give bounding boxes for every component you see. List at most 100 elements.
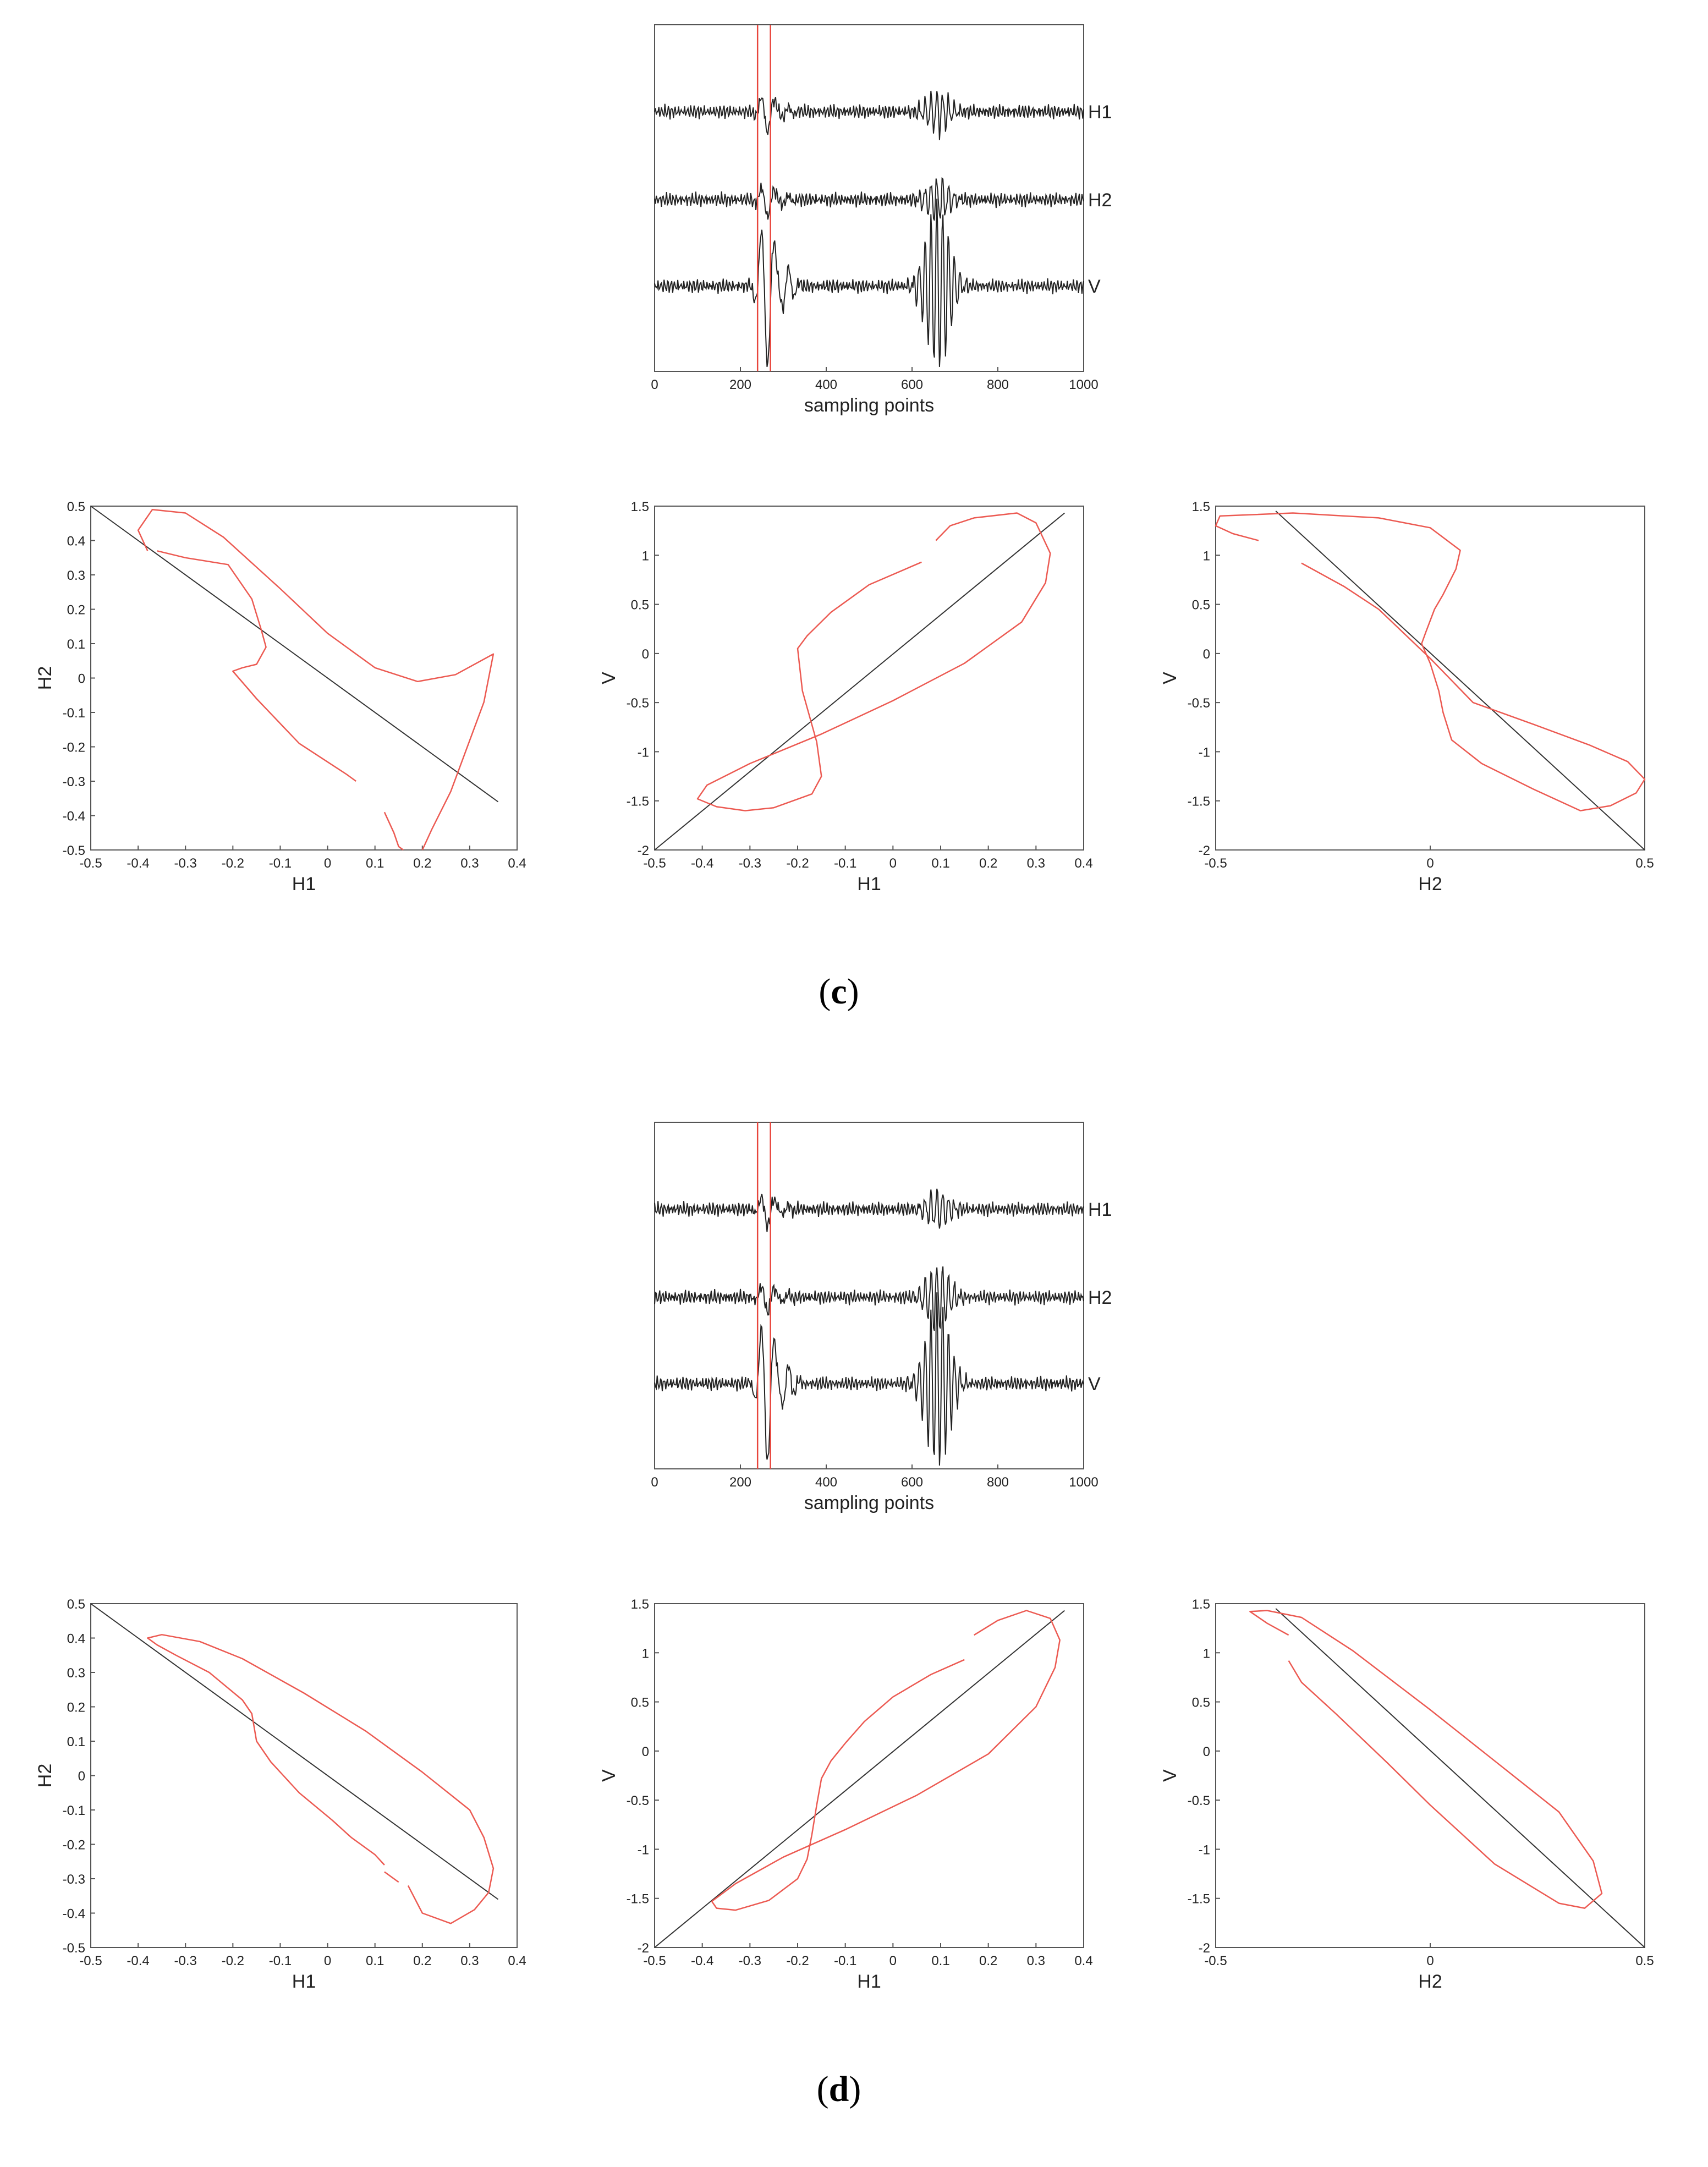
trace-v <box>654 199 1084 367</box>
y-tick-label: 1.5 <box>631 500 649 514</box>
y-tick-label: 0 <box>78 1769 85 1784</box>
x-tick-label: 0.2 <box>979 1954 997 1968</box>
particle-motion-c-h2-v: -0.5 0 0.5 1.5 1 0.5 0 -0.5 -1 -1.5 -2 H2 V <box>1160 500 1654 895</box>
x-tick-label: 0.1 <box>931 1954 949 1968</box>
caption-d: (d) <box>816 2069 861 2109</box>
x-tick-label: 0 <box>1426 1954 1434 1968</box>
y-tick-label: 0 <box>1203 647 1210 662</box>
y-tick-label: -1.5 <box>627 1892 649 1907</box>
x-tick-label: -0.5 <box>643 1954 666 1968</box>
y-tick-label: -0.5 <box>63 1941 85 1956</box>
x-tick-label: -0.3 <box>174 856 197 871</box>
x-tick-label: 200 <box>729 1475 751 1490</box>
motion-curve-3 <box>157 1644 385 1866</box>
motion-curve-1 <box>696 512 1051 811</box>
x-tick-label: 0.4 <box>1074 1954 1092 1968</box>
polarization-line <box>90 506 499 803</box>
plot-frame <box>654 506 1084 851</box>
y-tick-label: 0.5 <box>67 500 85 514</box>
x-axis-label: sampling points <box>804 1493 934 1513</box>
y-tick-label: -0.4 <box>63 809 85 824</box>
x-tick-label: -0.4 <box>127 1954 149 1968</box>
x-tick-label: -0.3 <box>739 1954 761 1968</box>
x-tick-label: 600 <box>901 1475 923 1490</box>
plot-frame <box>90 506 518 851</box>
motion-curve-1 <box>1215 512 1646 811</box>
motion-curve-1 <box>147 1634 495 1924</box>
x-tick-label: -0.1 <box>269 1954 292 1968</box>
y-tick-label: -0.4 <box>63 1907 85 1922</box>
trace-label-h2: H2 <box>1088 1287 1112 1308</box>
plot-frame <box>1215 506 1645 851</box>
x-tick-label: -0.4 <box>691 1954 713 1968</box>
y-tick-label: -0.5 <box>627 696 649 711</box>
y-tick-label: 1.5 <box>1192 500 1210 514</box>
x-tick-label: -0.5 <box>1204 856 1227 871</box>
y-tick-label: 0.5 <box>1192 1696 1210 1710</box>
y-tick-label: -0.2 <box>63 1838 85 1853</box>
y-tick-label: -0.3 <box>63 775 85 789</box>
x-tick-label: -0.3 <box>739 856 761 871</box>
x-tick-label: 0.3 <box>1027 1954 1045 1968</box>
x-tick-label: 0.5 <box>1635 1954 1654 1968</box>
x-tick-label: 0.3 <box>460 1954 479 1968</box>
x-tick-label: 0.2 <box>413 856 431 871</box>
y-tick-label: 0 <box>642 1744 649 1759</box>
x-tick-label: -0.5 <box>1204 1954 1227 1968</box>
x-tick-label: -0.2 <box>222 1954 244 1968</box>
x-tick-label: 800 <box>987 377 1009 392</box>
trace-h2 <box>654 1266 1084 1331</box>
y-tick-label: 0 <box>1203 1744 1210 1759</box>
x-tick-label: 0 <box>1426 856 1434 871</box>
y-tick-label: -0.2 <box>63 740 85 755</box>
plot-frame <box>1215 1603 1645 1948</box>
x-tick-label: -0.1 <box>834 856 856 871</box>
x-axis-label: sampling points <box>804 395 934 416</box>
x-tick-label: -0.5 <box>643 856 666 871</box>
waveform-plot-c: H1 H2 V 0 200 400 600 800 1000 sampling points <box>651 24 1112 416</box>
y-axis-label: H2 <box>35 1764 56 1787</box>
particle-motion-c-h1-v: -0.5 -0.4 -0.3 -0.2 -0.1 0 0.1 0.2 0.3 0.4 1.5 1 0.5… <box>598 500 1093 895</box>
y-tick-label: -2 <box>1199 843 1210 858</box>
y-tick-label: 0.2 <box>67 1700 85 1715</box>
caption-c-letter: c <box>831 972 847 1012</box>
x-axis-label: H2 <box>1418 874 1442 895</box>
x-axis-label: H1 <box>857 874 881 895</box>
y-tick-label: 0.3 <box>67 1666 85 1681</box>
polarization-line <box>654 1610 1065 1948</box>
x-tick-label: 0.4 <box>1074 856 1092 871</box>
polarization-line <box>654 512 1065 851</box>
y-tick-label: -2 <box>638 843 649 858</box>
x-tick-label: 400 <box>815 377 837 392</box>
y-tick-label: 0.3 <box>67 568 85 583</box>
x-tick-label: 0 <box>324 856 331 871</box>
x-tick-label: 0 <box>889 856 897 871</box>
y-tick-label: -1.5 <box>1188 794 1210 809</box>
x-tick-label: 200 <box>729 377 751 392</box>
y-tick-label: 0.4 <box>67 1632 85 1647</box>
y-tick-label: 0.5 <box>631 1696 649 1710</box>
y-tick-label: -1 <box>638 1842 649 1857</box>
y-tick-label: 1 <box>1203 1646 1210 1661</box>
y-tick-label: 0 <box>642 647 649 662</box>
y-tick-label: 0 <box>78 672 85 687</box>
x-tick-label: 0.3 <box>1027 856 1045 871</box>
y-tick-label: -0.5 <box>63 843 85 858</box>
trace-label-v: V <box>1088 1374 1101 1395</box>
caption-c: (c) <box>819 972 859 1012</box>
polarization-line <box>90 1603 499 1900</box>
x-tick-label: -0.2 <box>786 856 809 871</box>
y-axis-label: V <box>598 672 619 684</box>
x-tick-label: 0.1 <box>366 1954 384 1968</box>
motion-curve-1 <box>1249 1610 1603 1909</box>
y-tick-label: 0.2 <box>67 603 85 618</box>
y-tick-label: -1 <box>1199 745 1210 760</box>
x-tick-label: -0.4 <box>127 856 149 871</box>
trace-label-h1: H1 <box>1088 102 1112 123</box>
y-tick-label: 1 <box>1203 548 1210 563</box>
x-tick-label: -0.1 <box>269 856 292 871</box>
x-tick-label: 0.4 <box>508 856 526 871</box>
particle-motion-c-h1-h2: -0.5 -0.4 -0.3 -0.2 -0.1 0 0.1 0.2 0.3 0.4 0.5 0.4 0… <box>35 500 526 895</box>
x-tick-label: 1000 <box>1069 377 1098 392</box>
y-tick-label: -2 <box>1199 1941 1210 1956</box>
